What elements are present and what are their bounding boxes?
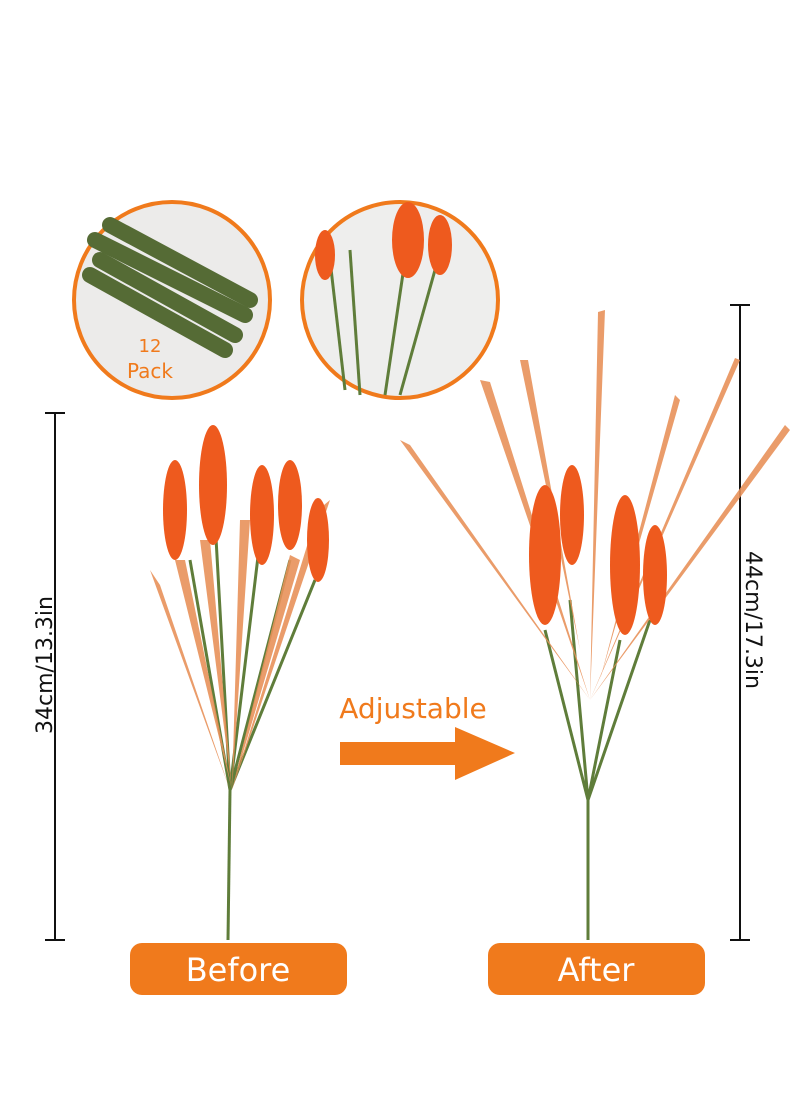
before-badge: [130, 943, 347, 995]
after-label: After: [558, 951, 636, 989]
inset-stems: 12 Pack: [72, 200, 272, 400]
after-badge: [488, 943, 705, 995]
after-plant: [400, 310, 790, 940]
inset-flowers: [300, 200, 500, 400]
after-height: 44cm/17.3in: [740, 551, 765, 689]
before-height: 34cm/13.3in: [33, 596, 58, 734]
arrow: [340, 727, 515, 780]
pack-count: 12: [139, 336, 162, 357]
pack-unit: Pack: [127, 359, 173, 383]
after-dimension: [730, 304, 750, 941]
adjustable-label: Adjustable: [339, 692, 486, 725]
before-dimension: [45, 412, 65, 941]
before-label: Before: [186, 951, 291, 989]
before-plant: [150, 425, 330, 941]
